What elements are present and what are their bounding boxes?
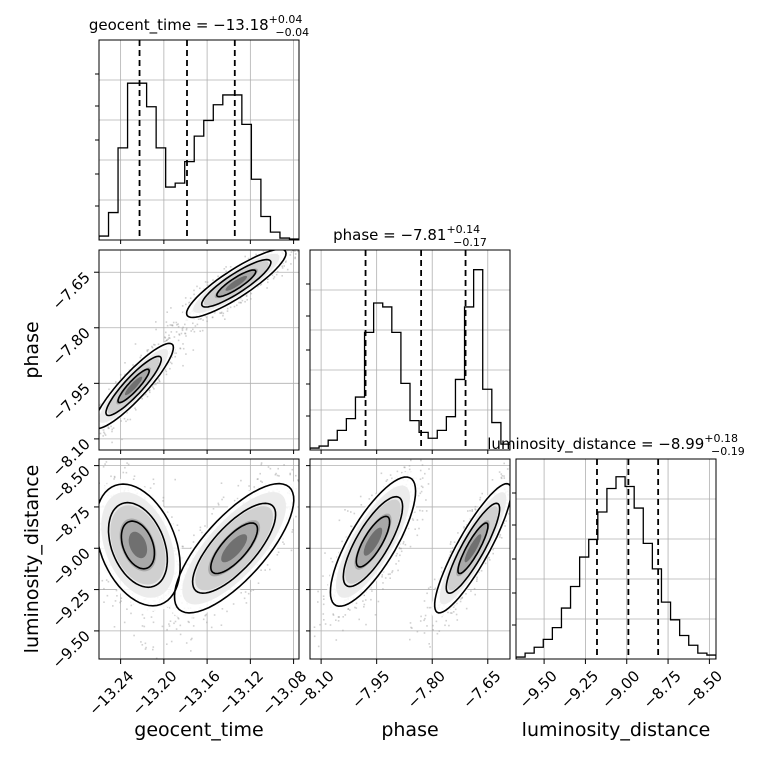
contour-lines: [329, 476, 510, 614]
panel-frame: [98, 458, 300, 660]
panel-frame: [515, 458, 717, 660]
y-tick-label: −7.80: [49, 324, 94, 369]
x-axis-label-geocent_time: geocent_time: [134, 719, 263, 741]
x-tick-label: −13.16: [172, 667, 224, 719]
x-tick-label: −13.20: [129, 667, 181, 719]
x-tick-label: −7.95: [348, 667, 393, 712]
scatter-panel-geocent_time-phase: [98, 249, 300, 451]
scatter-panel-phase-luminosity_distance: [309, 458, 511, 660]
y-tick-label: −9.50: [49, 627, 94, 672]
x-tick-label: −13.12: [215, 667, 267, 719]
hist-panel-luminosity_distance: luminosity_distance = −8.99+0.18 −0.19: [487, 432, 745, 660]
x-axis-label-phase: phase: [381, 719, 438, 741]
panel-frame: [309, 458, 511, 660]
x-tick-label: −13.24: [85, 667, 137, 719]
panel-title-phase: phase = −7.81+0.14 −0.17: [333, 223, 487, 249]
y-tick-label: −9.25: [49, 586, 94, 631]
x-tick-label: −7.65: [459, 667, 504, 712]
density-fill: [326, 471, 510, 619]
y-axis-luminosity_distance: −9.50−9.25−9.00−8.75−8.50luminosity_dist…: [21, 462, 99, 672]
histogram-geocent_time: [99, 82, 299, 240]
histogram-phase: [310, 269, 510, 450]
scatter-panel-geocent_time-luminosity_distance: [98, 458, 300, 660]
x-axis-geocent_time: −13.24−13.20−13.16−13.12−13.08geocent_ti…: [85, 659, 310, 741]
panel-frame: [98, 39, 300, 241]
density-fill: [99, 250, 291, 432]
x-tick-label: −9.25: [557, 667, 602, 712]
panel-frame: [98, 249, 300, 451]
x-tick-label: −7.80: [404, 667, 449, 712]
y-tick-label: −8.75: [49, 503, 94, 548]
x-tick-label: −9.00: [598, 667, 643, 712]
hist-panel-phase: phase = −7.81+0.14 −0.17: [306, 223, 511, 451]
x-axis-label-luminosity_distance: luminosity_distance: [522, 719, 711, 741]
x-tick-label: −8.50: [681, 667, 726, 712]
x-axis-luminosity_distance: −9.50−9.25−9.00−8.75−8.50 luminosity_dist…: [516, 659, 726, 741]
y-tick-label: −9.00: [49, 544, 94, 589]
x-tick-label: −9.50: [516, 667, 561, 712]
hist-panel-geocent_time: geocent_time = −13.18+0.04 −0.04: [89, 13, 309, 241]
x-tick-label: −8.75: [640, 667, 685, 712]
y-axis-label-phase: phase: [21, 321, 43, 378]
y-tick-label: −7.95: [49, 379, 94, 424]
contour-lines: [99, 482, 295, 614]
y-axis-label-luminosity_distance: luminosity_distance: [21, 465, 43, 654]
histogram-luminosity_distance: [516, 476, 716, 659]
y-tick-label: −7.65: [49, 268, 94, 313]
panel-title-luminosity_distance: luminosity_distance = −8.99+0.18 −0.19: [487, 432, 744, 458]
panel-frame: [309, 249, 511, 451]
contour-lines: [99, 250, 287, 430]
panel-title-geocent_time: geocent_time = −13.18+0.04 −0.04: [89, 13, 309, 39]
